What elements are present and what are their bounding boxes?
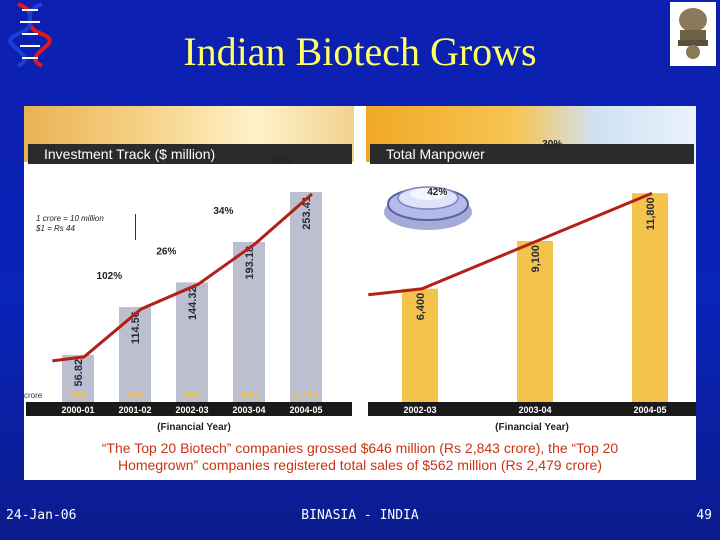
x-tick-label: 2003-04 <box>518 405 551 415</box>
crore-value: 250 <box>70 390 87 401</box>
bar <box>517 241 553 402</box>
bar <box>290 192 322 402</box>
x-axis-title: (Financial Year) <box>495 422 569 433</box>
bar <box>632 193 668 402</box>
crore-value: 635 <box>184 390 201 401</box>
caption-line: Homegrown” companies registered total sa… <box>118 457 602 473</box>
petri-dish-icon <box>384 186 472 230</box>
x-tick-label: 2004-05 <box>633 405 666 415</box>
caption-text: “The Top 20 Biotech” companies grossed $… <box>30 440 690 474</box>
bar <box>402 288 438 402</box>
conversion-note: 1 crore = 10 million $1 = Rs 44 <box>36 214 136 240</box>
x-tick-label: 2001-02 <box>118 405 151 415</box>
growth-label: 34% <box>213 206 233 217</box>
charts-canvas: 56.82 2000-01 114.56 2001-02 144.32 2002-03 19… <box>24 139 696 433</box>
x-tick-label: 2004-05 <box>289 405 322 415</box>
growth-label: 42% <box>427 187 447 198</box>
x-tick-label: 2002-03 <box>403 405 436 415</box>
growth-label: 102% <box>97 271 123 282</box>
slide-title: Indian Biotech Grows <box>183 29 537 74</box>
crore-value: 850 <box>241 390 258 401</box>
bar-value-label: 6,400 <box>415 293 427 321</box>
trend-line <box>52 192 313 363</box>
dna-helix-icon <box>8 2 52 68</box>
crore-value: 1,115 <box>294 390 319 401</box>
bar-value-label: 193.18 <box>244 246 256 280</box>
footer-date: 24-Jan-06 <box>6 508 77 523</box>
manpower-chart-header: Total Manpower <box>370 144 694 164</box>
bar-value-label: 144.32 <box>187 286 199 320</box>
crore-label: crore <box>24 391 43 400</box>
x-tick-label: 2003-04 <box>232 405 265 415</box>
bar <box>233 241 265 402</box>
bar-value-label: 9,100 <box>530 245 542 273</box>
national-emblem-icon <box>670 2 716 66</box>
bar-value-label: 11,800 <box>645 197 657 230</box>
page-number: 49 <box>696 508 712 523</box>
trend-line <box>368 191 653 297</box>
growth-label: 31% <box>270 156 290 167</box>
bar-value-label: 114.56 <box>130 311 142 344</box>
caption-line: “The Top 20 Biotech” companies grossed $… <box>101 440 619 456</box>
conversion-note-line: $1 = Rs 44 <box>36 224 75 233</box>
crore-value: 504 <box>127 390 144 401</box>
footer-center-text: BINASIA - INDIA <box>301 508 419 523</box>
x-axis-strip <box>368 402 696 416</box>
x-tick-label: 2002-03 <box>175 405 208 415</box>
bar-value-label: 253.41 <box>301 196 313 230</box>
bar <box>62 354 94 402</box>
conversion-note-line: 1 crore = 10 million <box>36 214 104 223</box>
x-tick-label: 2000-01 <box>61 405 94 415</box>
growth-label: 30% <box>542 139 562 150</box>
bar <box>176 282 208 402</box>
investment-chart-header: Investment Track ($ million) <box>28 144 352 164</box>
infographic-panel: Investment Track ($ million) Total Manpo… <box>24 106 696 480</box>
bar-value-label: 56.82 <box>73 359 85 387</box>
x-axis-title: (Financial Year) <box>157 422 231 433</box>
growth-label: 26% <box>156 246 176 257</box>
x-axis-strip <box>26 402 352 416</box>
